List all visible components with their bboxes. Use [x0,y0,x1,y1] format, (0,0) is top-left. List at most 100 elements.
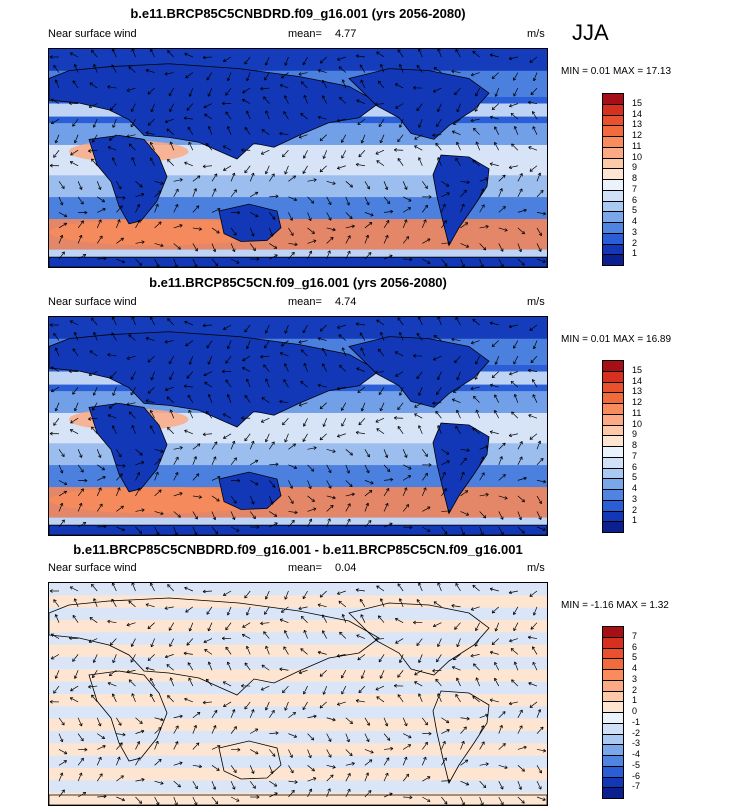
wind-vector [454,355,461,364]
wind-vector-head [538,786,542,790]
wind-vector-head [366,738,370,743]
wind-vector [265,590,270,600]
wind-vector-head [98,219,102,223]
wind-vector-head [59,772,64,776]
wind-vector [96,717,101,727]
wind-vector-head [437,157,441,161]
wind-vector [498,796,504,805]
wind-vector [53,333,60,341]
wind-vector [421,204,428,213]
wind-vector [470,654,480,657]
wind-vector-head [54,407,59,412]
legend-label: 2 [632,684,638,695]
wind-vector [383,181,388,190]
wind-vector [265,433,270,443]
wind-vector [77,220,84,229]
wind-vector [491,72,499,79]
diff-band [49,607,547,620]
wind-vector-head [145,68,149,73]
wind-vector-head [119,742,123,746]
wind-vector [479,796,484,805]
wind-vector-head [217,475,221,480]
wind-vector [72,118,79,127]
wind-vector [111,64,117,73]
wind-vector-head [435,410,439,415]
legend-label: 7 [632,183,638,194]
wind-vector [395,618,404,624]
legend-swatch [602,425,624,437]
wind-vector-head [513,394,518,398]
wind-vector [319,324,327,332]
wind-vector-head [166,396,170,400]
wind-vector [364,733,370,742]
wind-vector-head [233,232,237,236]
wind-vector-head [283,363,288,367]
wind-vector-head [196,711,201,716]
wind-vector-head [357,656,361,661]
wind-vector [307,464,315,472]
wind-vector-head [521,530,525,534]
wind-vector [345,225,355,229]
wind-vector [383,488,390,497]
wind-vector-head [502,174,506,179]
wind-vector [517,227,525,235]
wind-vector-head [456,108,460,113]
wind-vector-head [509,103,513,108]
wind-vector-head [194,802,198,805]
legend-label: 2 [632,504,638,515]
wind-vector [189,622,194,632]
wind-vector-head [529,168,533,172]
wind-vector-head [205,678,210,683]
wind-vector [517,188,523,198]
wind-vector [529,590,538,597]
wind-vector [441,192,450,198]
wind-vector [111,332,117,341]
wind-vector-head [528,414,532,418]
wind-vector-head [482,515,487,519]
wind-vector [223,165,232,171]
wind-vector-head [404,454,408,458]
wind-vector-head [446,729,450,733]
wind-vector-head [346,202,350,206]
wind-vector [89,617,98,623]
wind-vector [222,681,232,687]
wind-vector [364,234,369,244]
wind-vector [402,236,410,244]
wind-vector [383,464,391,472]
wind-vector [244,662,251,671]
wind-vector-head [489,650,494,655]
continent-outline [49,597,380,696]
wind-vector [202,590,212,592]
wind-vector [452,130,461,136]
wind-vector-head [451,398,456,402]
wind-vector-head [328,738,332,742]
wind-vector [107,414,117,419]
wind-vector-head [136,741,141,745]
wind-vector [326,749,332,758]
wind-vector [378,80,385,89]
wind-vector [211,243,216,252]
wind-vector [126,134,136,137]
wind-vector [358,685,366,693]
wind-vector [517,709,523,718]
wind-vector [364,490,373,497]
wind-vector [173,492,183,497]
wind-vector [107,620,117,624]
wind-vector [77,772,82,782]
wind-vector [383,772,389,782]
wind-vector [192,780,198,790]
wind-vector [92,670,98,678]
wind-vector [498,243,504,252]
wind-vector [533,340,538,350]
wind-vector-head [379,598,384,602]
wind-vector-head [111,49,116,52]
wind-vector [77,733,84,742]
wind-vector [91,49,98,58]
wind-vector [288,196,297,201]
wind-vector-head [475,409,479,413]
wind-vector [242,634,251,639]
wind-vector [112,119,117,128]
wind-vector-head [404,186,408,190]
wind-vector-head [376,696,380,700]
wind-vector-head [108,137,113,141]
